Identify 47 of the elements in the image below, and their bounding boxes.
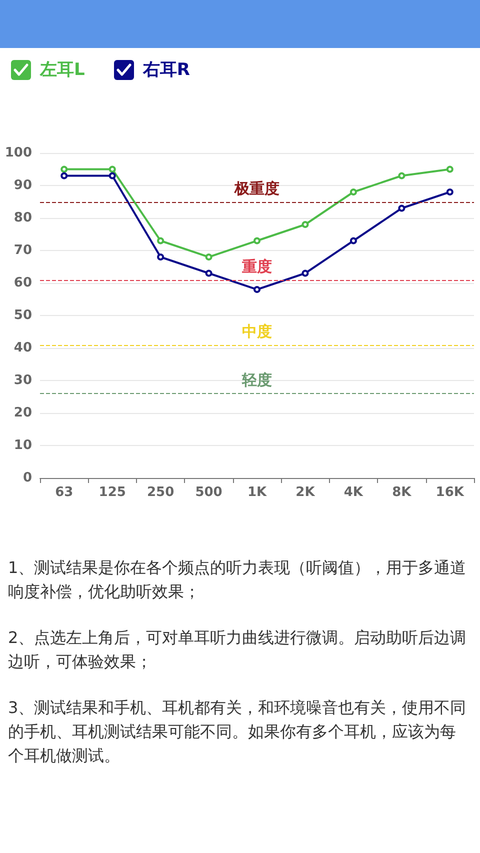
point bbox=[205, 270, 212, 277]
x-tick-label: 16K bbox=[436, 485, 465, 500]
y-tick-label: 10 bbox=[14, 438, 32, 453]
point bbox=[254, 237, 260, 244]
text: 2、点选左上角后，可对单耳听力曲线进行微调。启动助听后边调边听，可体验效果； bbox=[8, 627, 468, 673]
x-tick-label: 8K bbox=[392, 485, 412, 500]
point bbox=[398, 204, 406, 212]
legend-label: 右耳R bbox=[142, 59, 190, 81]
x-tick-label: 250 bbox=[146, 485, 174, 500]
point bbox=[446, 166, 454, 173]
x-tick-label: 4K bbox=[344, 485, 364, 500]
point bbox=[302, 270, 309, 277]
y-tick-label: 70 bbox=[14, 243, 32, 258]
y-tick-label: 30 bbox=[14, 373, 32, 388]
y-tick-label: 100 bbox=[4, 146, 32, 160]
x-tick-label: 2K bbox=[296, 485, 316, 500]
point bbox=[108, 172, 116, 180]
point bbox=[302, 221, 309, 228]
ref-line-label: 极重度 bbox=[234, 179, 280, 198]
y-tick-label: 60 bbox=[14, 276, 32, 290]
y-tick-label: 20 bbox=[14, 406, 32, 420]
legend-label: 左耳L bbox=[40, 59, 85, 81]
point bbox=[350, 188, 357, 196]
y-tick-label: 90 bbox=[14, 178, 32, 193]
point bbox=[157, 254, 164, 260]
ref-line-label: 中度 bbox=[242, 322, 272, 340]
ref-line-label: 重度 bbox=[241, 257, 272, 276]
x-tick-label: 63 bbox=[55, 485, 74, 500]
point bbox=[398, 172, 406, 180]
x-tick-label: 125 bbox=[98, 485, 126, 500]
point bbox=[60, 172, 68, 180]
x-tick-label: 500 bbox=[195, 485, 222, 500]
y-tick-label: 0 bbox=[22, 470, 32, 486]
point bbox=[254, 286, 260, 293]
point bbox=[205, 254, 212, 260]
text: 3、测试结果和手机、耳机都有关，和环境噪音也有关，使用不同的手机、耳机测试结果可能不同。如果你有多个耳机，应该为每个耳机做测试。 bbox=[8, 697, 468, 767]
point bbox=[157, 237, 164, 244]
ref-line-label: 轻度 bbox=[241, 371, 272, 389]
point bbox=[446, 188, 454, 196]
x-tick-label: 1K bbox=[247, 485, 268, 500]
y-tick-label: 80 bbox=[14, 210, 32, 226]
point bbox=[60, 166, 68, 173]
point bbox=[350, 237, 357, 244]
y-tick-label: 40 bbox=[14, 340, 32, 356]
point bbox=[108, 166, 116, 173]
text: 1、测试结果是你在各个频点的听力表现（听阈值），用于多通道响度补偿，优化助听效果； bbox=[8, 557, 468, 603]
y-tick-label: 50 bbox=[14, 308, 32, 323]
